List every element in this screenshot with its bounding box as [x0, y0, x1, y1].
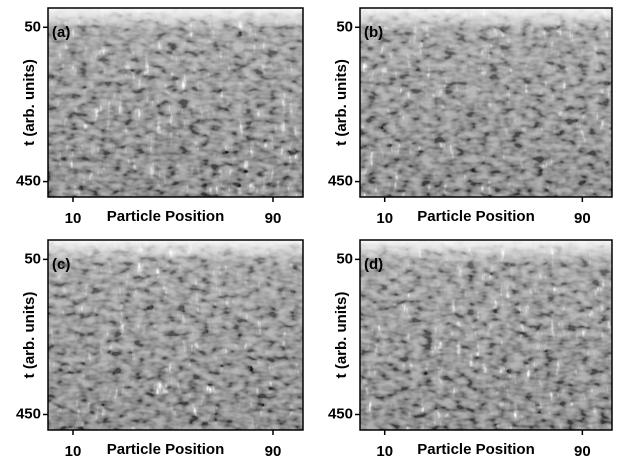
y-tick-label: 450 [16, 405, 41, 422]
panel: (d) 50 450 10 90 Particle Position t (arb. uni… [328, 240, 612, 460]
y-axis-label: t (arb. units) [21, 59, 38, 146]
y-axis-label: t (arb. units) [21, 292, 38, 379]
panel-label: (b) [364, 24, 383, 41]
y-tick-label: 50 [24, 18, 41, 35]
figure: (a) 50 450 10 90 Particle Position t (arb. uni… [0, 0, 618, 465]
x-tick-label: 10 [65, 443, 82, 460]
x-tick-label: 90 [265, 210, 282, 227]
y-tick-label: 50 [336, 250, 353, 267]
x-axis-label: Particle Position [417, 208, 535, 225]
panel-label: (c) [52, 256, 70, 273]
x-axis-label: Particle Position [107, 208, 225, 225]
y-tick-label: 450 [16, 173, 41, 190]
panel: (c) 50 450 10 90 Particle Position t (arb. uni… [16, 240, 303, 460]
y-axis-label: t (arb. units) [333, 59, 350, 146]
y-tick-label: 50 [336, 18, 353, 35]
x-tick-label: 10 [376, 443, 393, 460]
x-axis-label: Particle Position [417, 441, 535, 458]
panel-label: (d) [364, 256, 383, 273]
panel-label: (a) [52, 24, 70, 41]
heatmap-fade [48, 8, 303, 197]
y-tick-label: 450 [328, 405, 353, 422]
panel: (a) 50 450 10 90 Particle Position t (arb. uni… [16, 8, 303, 227]
heatmap-fade [360, 240, 612, 430]
x-tick-label: 90 [574, 443, 591, 460]
heatmap-fade [48, 240, 303, 430]
x-tick-label: 10 [376, 210, 393, 227]
y-tick-label: 450 [328, 173, 353, 190]
x-axis-label: Particle Position [107, 441, 225, 458]
y-axis-label: t (arb. units) [333, 292, 350, 379]
x-tick-label: 90 [265, 443, 282, 460]
x-tick-label: 90 [574, 210, 591, 227]
x-tick-label: 10 [65, 210, 82, 227]
heatmap-fade [360, 8, 612, 197]
y-tick-label: 50 [24, 250, 41, 267]
panel: (b) 50 450 10 90 Particle Position t (arb. uni… [328, 8, 612, 227]
